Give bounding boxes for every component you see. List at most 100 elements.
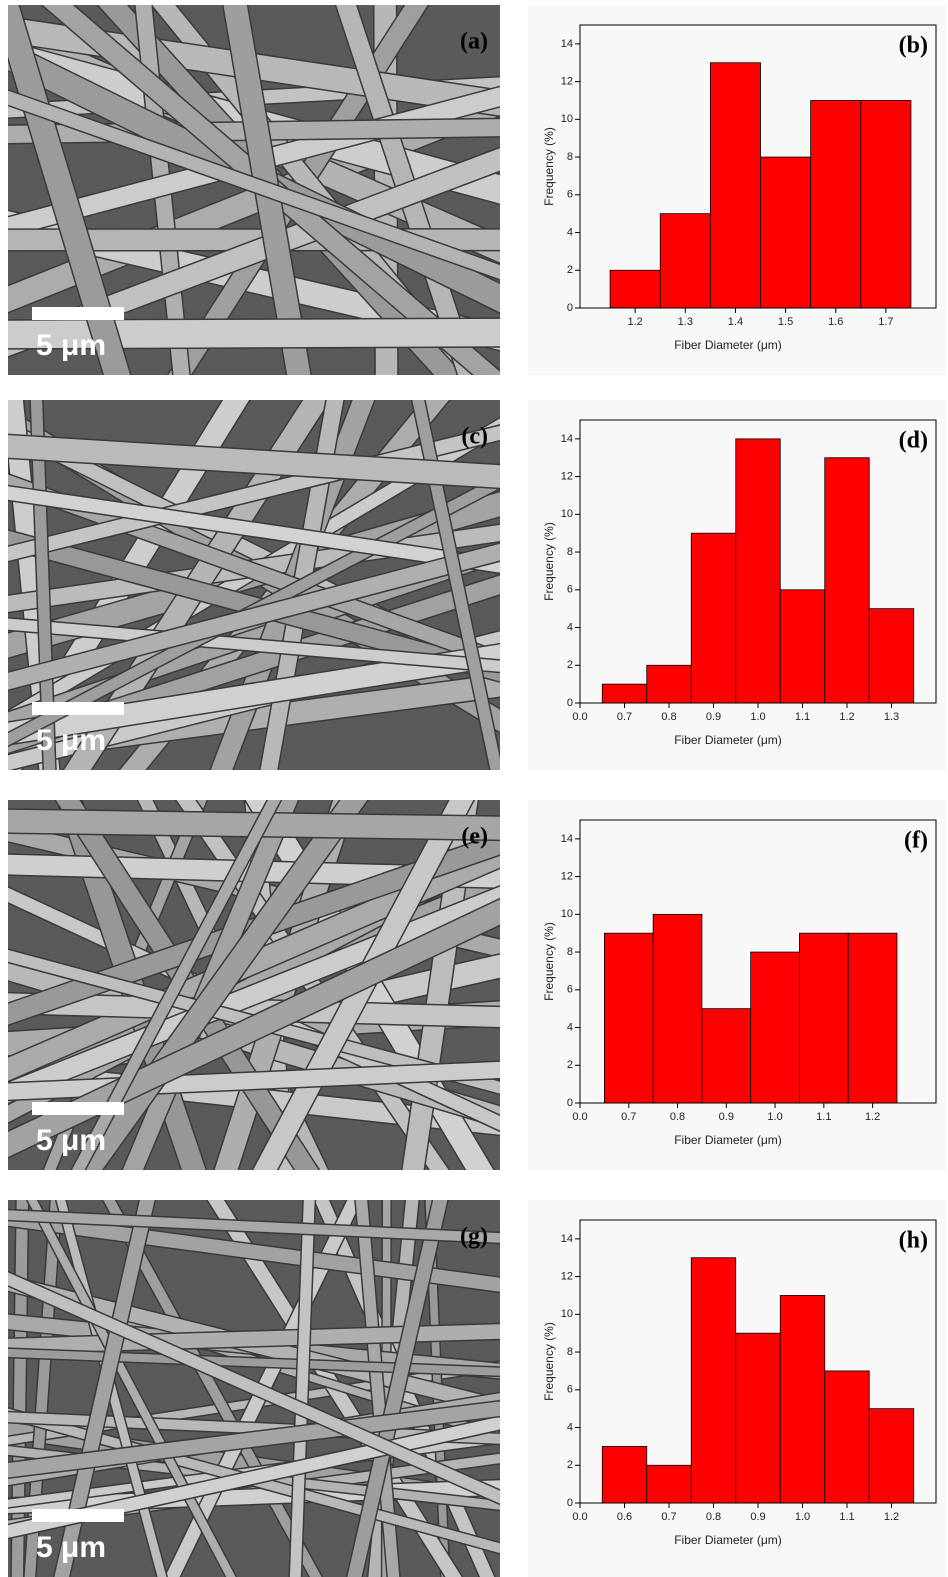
y-tick-label: 6 [567, 1384, 573, 1396]
panel-label: (h) [899, 1228, 928, 1254]
x-axis-title: Fiber Diameter (μm) [674, 1533, 782, 1547]
bar [780, 590, 825, 703]
bar [869, 1409, 914, 1503]
y-axis-title: Frequency (%) [542, 127, 556, 206]
y-axis-title: Frequency (%) [542, 1322, 556, 1401]
bar [653, 914, 702, 1103]
bar [799, 933, 848, 1103]
scale-bar [32, 702, 124, 715]
sem-image: (a)5 μm [0, 0, 520, 395]
scale-bar-label: 5 μm [36, 724, 106, 757]
y-tick-label: 2 [567, 659, 573, 671]
bar [825, 1371, 870, 1503]
scale-bar [32, 1102, 124, 1115]
x-tick-label: 0.0 [572, 1511, 587, 1523]
x-tick-label: 0.9 [750, 1511, 765, 1523]
x-axis-title: Fiber Diameter (μm) [674, 733, 782, 747]
bar [869, 609, 914, 703]
figure: (a)5 μm(c)5 μm(e)5 μm(g)5 μm024681012141… [0, 0, 948, 1577]
panel-label: (a) [460, 29, 488, 55]
x-tick-label: 1.0 [750, 711, 765, 723]
y-tick-label: 10 [561, 113, 573, 125]
y-tick-label: 2 [567, 264, 573, 276]
y-tick-label: 4 [567, 1421, 573, 1433]
scale-bar-label: 5 μm [36, 1531, 106, 1564]
y-tick-label: 2 [567, 1459, 573, 1471]
y-tick-label: 4 [567, 1021, 573, 1033]
y-tick-label: 14 [561, 833, 573, 845]
y-tick-label: 14 [561, 433, 573, 445]
y-tick-label: 12 [561, 871, 573, 883]
bar [736, 439, 781, 703]
bar [710, 63, 760, 308]
bar [691, 1258, 736, 1503]
y-tick-label: 6 [567, 189, 573, 201]
y-axis-title: Frequency (%) [542, 522, 556, 601]
chart: 024681012140.00.70.80.91.01.11.2Fiber Di… [528, 800, 946, 1170]
bar [751, 952, 800, 1103]
bar [780, 1295, 825, 1503]
y-tick-label: 10 [561, 1308, 573, 1320]
x-tick-label: 1.2 [839, 711, 854, 723]
y-tick-label: 8 [567, 1346, 573, 1358]
sem-image: (g)5 μm [0, 1180, 520, 1577]
panel-label: (b) [899, 33, 928, 59]
y-tick-label: 2 [567, 1059, 573, 1071]
sem-image: (c)5 μm [0, 380, 520, 790]
x-axis-title: Fiber Diameter (μm) [674, 1133, 782, 1147]
x-tick-label: 1.2 [865, 1111, 880, 1123]
x-tick-label: 0.9 [706, 711, 721, 723]
x-tick-label: 0.7 [621, 1111, 636, 1123]
x-tick-label: 1.3 [678, 316, 693, 328]
x-tick-label: 0.0 [572, 1111, 587, 1123]
x-tick-label: 1.1 [839, 1511, 854, 1523]
y-tick-label: 8 [567, 946, 573, 958]
panel-label: (e) [461, 824, 488, 850]
x-tick-label: 0.0 [572, 711, 587, 723]
panel-label: (d) [899, 428, 928, 454]
scale-bar-label: 5 μm [36, 1124, 106, 1157]
bar [736, 1333, 781, 1503]
y-tick-label: 10 [561, 508, 573, 520]
x-tick-label: 0.8 [706, 1511, 721, 1523]
x-tick-label: 1.3 [884, 711, 899, 723]
x-tick-label: 0.9 [719, 1111, 734, 1123]
x-tick-label: 0.7 [617, 711, 632, 723]
scale-bar [32, 1509, 124, 1522]
x-tick-label: 1.1 [795, 711, 810, 723]
bar [811, 100, 861, 308]
x-tick-label: 0.8 [661, 711, 676, 723]
x-tick-label: 1.6 [828, 316, 843, 328]
y-tick-label: 14 [561, 38, 573, 50]
y-tick-label: 0 [567, 302, 573, 314]
x-tick-label: 1.2 [628, 316, 643, 328]
y-tick-label: 10 [561, 908, 573, 920]
y-tick-label: 8 [567, 151, 573, 163]
x-tick-label: 1.2 [884, 1511, 899, 1523]
y-tick-label: 8 [567, 546, 573, 558]
y-tick-label: 6 [567, 984, 573, 996]
y-tick-label: 12 [561, 76, 573, 88]
bar [825, 458, 870, 703]
x-tick-label: 1.0 [767, 1111, 782, 1123]
bar [660, 214, 710, 308]
bar [691, 533, 736, 703]
x-tick-label: 1.1 [816, 1111, 831, 1123]
bar [861, 100, 911, 308]
bar [602, 684, 647, 703]
sem-image: (e) 5 μm [0, 780, 520, 1190]
y-axis-title: Frequency (%) [542, 922, 556, 1001]
y-tick-label: 6 [567, 584, 573, 596]
y-tick-label: 12 [561, 471, 573, 483]
y-tick-label: 14 [561, 1233, 573, 1245]
x-axis-title: Fiber Diameter (μm) [674, 338, 782, 352]
bar [761, 157, 811, 308]
y-tick-label: 4 [567, 621, 573, 633]
x-tick-label: 0.6 [617, 1511, 632, 1523]
y-tick-label: 4 [567, 226, 573, 238]
bar [602, 1446, 647, 1503]
x-tick-label: 1.5 [778, 316, 793, 328]
panel-label: (f) [904, 828, 928, 854]
